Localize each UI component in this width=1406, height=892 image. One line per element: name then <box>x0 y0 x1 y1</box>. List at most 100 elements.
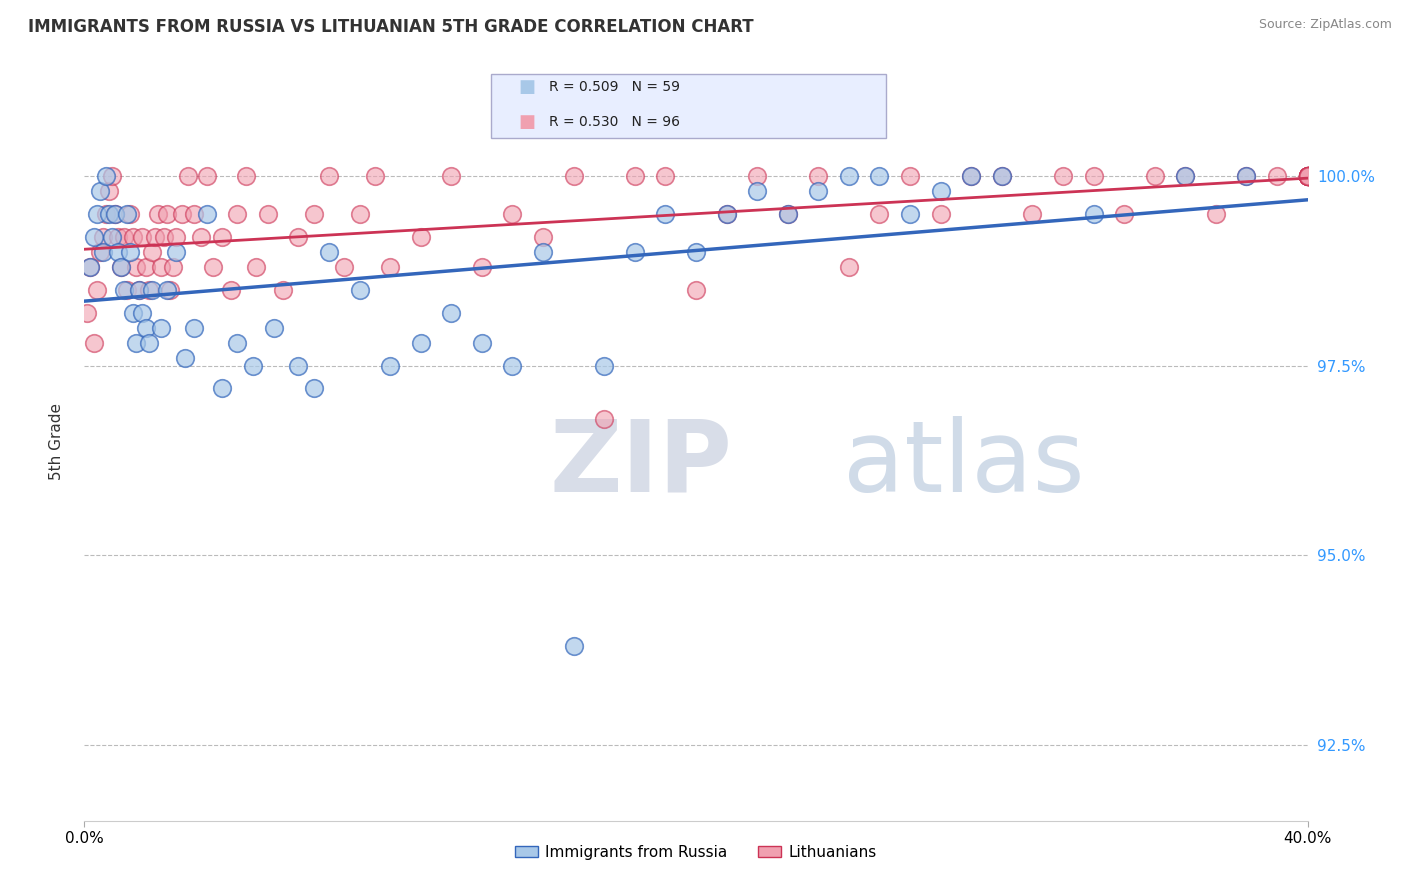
Point <box>807 169 830 184</box>
Point <box>1296 169 1319 184</box>
Point <box>747 169 769 184</box>
Text: ■: ■ <box>519 78 536 95</box>
Point <box>409 230 432 244</box>
Point <box>716 207 738 221</box>
Point <box>1296 169 1319 184</box>
Point <box>960 169 983 184</box>
Point <box>1174 169 1197 184</box>
Point <box>195 169 218 184</box>
Point <box>107 230 129 244</box>
Point <box>104 207 127 221</box>
Point <box>471 260 494 275</box>
Point <box>79 260 101 275</box>
Point <box>149 321 172 335</box>
Point <box>1205 207 1227 221</box>
Point <box>624 245 647 260</box>
Point <box>898 169 921 184</box>
Point <box>219 283 242 297</box>
Point <box>318 245 340 260</box>
Point <box>409 336 432 351</box>
Point <box>97 185 120 199</box>
Point <box>91 230 114 244</box>
Point <box>128 283 150 297</box>
Point <box>716 207 738 221</box>
Point <box>349 207 371 221</box>
Point <box>776 207 799 221</box>
Text: ■: ■ <box>519 112 536 130</box>
Point <box>122 305 145 319</box>
Point <box>302 207 325 221</box>
Point <box>156 283 179 297</box>
Point <box>1236 169 1258 184</box>
Point <box>101 169 124 184</box>
Point <box>86 207 108 221</box>
Point <box>235 169 257 184</box>
Point <box>120 245 142 260</box>
Point <box>94 207 117 221</box>
Text: IMMIGRANTS FROM RUSSIA VS LITHUANIAN 5TH GRADE CORRELATION CHART: IMMIGRANTS FROM RUSSIA VS LITHUANIAN 5TH… <box>28 18 754 36</box>
Point <box>94 169 117 184</box>
Point <box>747 185 769 199</box>
Point <box>869 169 891 184</box>
Point <box>531 230 554 244</box>
Point <box>1083 207 1105 221</box>
Point <box>991 169 1014 184</box>
Point <box>654 169 676 184</box>
Point <box>1296 169 1319 184</box>
Point <box>1021 207 1043 221</box>
Point <box>807 185 830 199</box>
Point <box>898 207 921 221</box>
Point <box>174 351 197 366</box>
Point <box>146 207 169 221</box>
Point <box>287 230 309 244</box>
Point <box>869 207 891 221</box>
Point <box>364 169 387 184</box>
Point <box>226 336 249 351</box>
Point <box>190 230 212 244</box>
Point <box>1052 169 1074 184</box>
Point <box>333 260 356 275</box>
Point <box>929 185 952 199</box>
Point <box>593 412 616 426</box>
Point <box>172 207 194 221</box>
Point <box>89 245 111 260</box>
Point <box>1296 169 1319 184</box>
Point <box>245 260 267 275</box>
Point <box>128 283 150 297</box>
Point <box>211 382 233 396</box>
Point <box>1296 169 1319 184</box>
Point <box>110 260 132 275</box>
Point <box>159 283 181 297</box>
Point <box>1296 169 1319 184</box>
Point <box>122 230 145 244</box>
Point <box>531 245 554 260</box>
FancyBboxPatch shape <box>491 74 886 138</box>
Point <box>349 283 371 297</box>
Point <box>156 207 179 221</box>
Point <box>593 359 616 373</box>
Point <box>101 230 124 244</box>
Point <box>562 169 585 184</box>
Point <box>97 207 120 221</box>
Point <box>1236 169 1258 184</box>
Text: R = 0.509   N = 59: R = 0.509 N = 59 <box>550 79 681 94</box>
Point <box>112 283 135 297</box>
Point <box>1265 169 1288 184</box>
Text: R = 0.530   N = 96: R = 0.530 N = 96 <box>550 114 681 128</box>
Point <box>471 336 494 351</box>
Point <box>91 245 114 260</box>
Point <box>153 230 176 244</box>
Point <box>1296 169 1319 184</box>
Point <box>177 169 200 184</box>
Point <box>226 207 249 221</box>
Point <box>131 305 153 319</box>
Point <box>838 169 860 184</box>
Point <box>1296 169 1319 184</box>
Point <box>86 283 108 297</box>
Point <box>79 260 101 275</box>
Point <box>165 245 187 260</box>
Point <box>685 245 707 260</box>
Point <box>502 207 524 221</box>
Point <box>562 640 585 654</box>
Point <box>107 245 129 260</box>
